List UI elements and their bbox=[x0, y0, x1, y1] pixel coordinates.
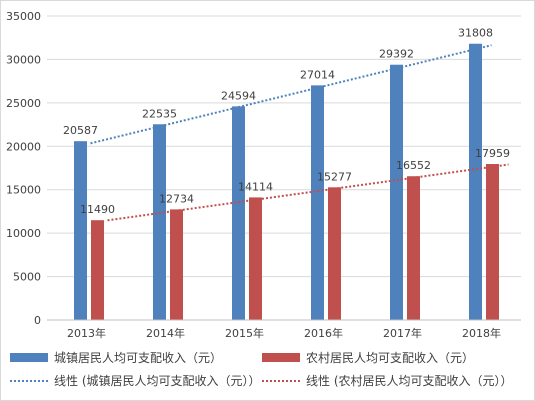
bar-s1-5 bbox=[486, 164, 499, 320]
x-axis-ticks: 2013年 2014年 2015年 2016年 2017年 2018年 bbox=[67, 326, 501, 340]
legend-swatch-series-0 bbox=[10, 353, 48, 362]
gridlines bbox=[47, 15, 521, 278]
data-label-s0-1: 22535 bbox=[142, 107, 177, 120]
legend-swatch-series-1 bbox=[262, 353, 300, 362]
data-label-s1-2: 14114 bbox=[238, 180, 273, 193]
y-tick-label-0: 0 bbox=[34, 314, 41, 327]
bar-s0-0 bbox=[74, 141, 87, 320]
bar-s1-2 bbox=[249, 197, 262, 320]
x-tick-label-1: 2014年 bbox=[146, 326, 185, 340]
legend-label-trend-0: 线性 (城镇居民人均可支配收入（元）） bbox=[54, 374, 261, 388]
data-label-s0-3: 27014 bbox=[300, 68, 335, 81]
x-tick-label-2: 2015年 bbox=[225, 326, 264, 340]
legend-label-trend-1: 线性 (农村居民人均可支配收入（元）） bbox=[306, 374, 513, 388]
data-label-s1-4: 16552 bbox=[396, 159, 431, 172]
bar-s1-1 bbox=[170, 209, 183, 320]
legend-item-trend-1: 线性 (农村居民人均可支配收入（元）） bbox=[262, 374, 513, 388]
trendline-1 bbox=[107, 163, 509, 222]
x-tick-label-4: 2017年 bbox=[383, 326, 422, 340]
x-tick-label-5: 2018年 bbox=[462, 326, 501, 340]
legend-item-series-1: 农村居民人均可支配收入（元） bbox=[262, 351, 474, 365]
legend-label-series-1: 农村居民人均可支配收入（元） bbox=[306, 351, 474, 365]
legend-label-series-0: 城镇居民人均可支配收入（元） bbox=[54, 351, 222, 365]
y-tick-label-6: 30000 bbox=[6, 53, 41, 66]
data-label-s1-5: 17959 bbox=[475, 147, 510, 160]
y-axis-ticks: 0 5000 10000 15000 20000 25000 30000 35000 bbox=[6, 10, 41, 327]
bar-s0-1 bbox=[153, 124, 166, 320]
data-label-s0-4: 29392 bbox=[379, 48, 414, 61]
data-labels: 20587 22535 24594 27014 29392 31808 11490 12734… bbox=[63, 27, 510, 216]
y-tick-label-4: 20000 bbox=[6, 140, 41, 153]
trendline-0 bbox=[90, 44, 492, 145]
bar-s1-0 bbox=[91, 220, 104, 320]
legend: 城镇居民人均可支配收入（元） 农村居民人均可支配收入（元） 线性 (城镇居民人均… bbox=[10, 351, 513, 388]
bar-s0-4 bbox=[390, 64, 403, 320]
bars bbox=[74, 43, 499, 321]
data-label-s0-0: 20587 bbox=[63, 124, 98, 137]
y-tick-label-3: 15000 bbox=[6, 184, 41, 197]
bar-s0-5 bbox=[469, 43, 482, 321]
y-tick-label-5: 25000 bbox=[6, 97, 41, 110]
x-tick-label-0: 2013年 bbox=[67, 326, 106, 340]
data-label-s1-1: 12734 bbox=[159, 192, 194, 205]
data-label-s1-3: 15277 bbox=[317, 170, 352, 183]
legend-item-series-0: 城镇居民人均可支配收入（元） bbox=[10, 351, 222, 365]
bar-s0-3 bbox=[311, 85, 324, 321]
y-tick-label-1: 5000 bbox=[13, 271, 41, 284]
trendlines bbox=[90, 44, 509, 222]
data-label-s1-0: 11490 bbox=[80, 203, 115, 216]
y-tick-label-7: 35000 bbox=[6, 10, 41, 23]
data-label-s0-5: 31808 bbox=[458, 27, 493, 40]
legend-item-trend-0: 线性 (城镇居民人均可支配收入（元）） bbox=[10, 374, 261, 388]
bar-s0-2 bbox=[232, 106, 245, 320]
bar-s1-4 bbox=[407, 176, 420, 320]
data-label-s0-2: 24594 bbox=[221, 89, 256, 102]
x-tick-label-3: 2016年 bbox=[304, 326, 343, 340]
y-tick-label-2: 10000 bbox=[6, 227, 41, 240]
bar-s1-3 bbox=[328, 187, 341, 320]
